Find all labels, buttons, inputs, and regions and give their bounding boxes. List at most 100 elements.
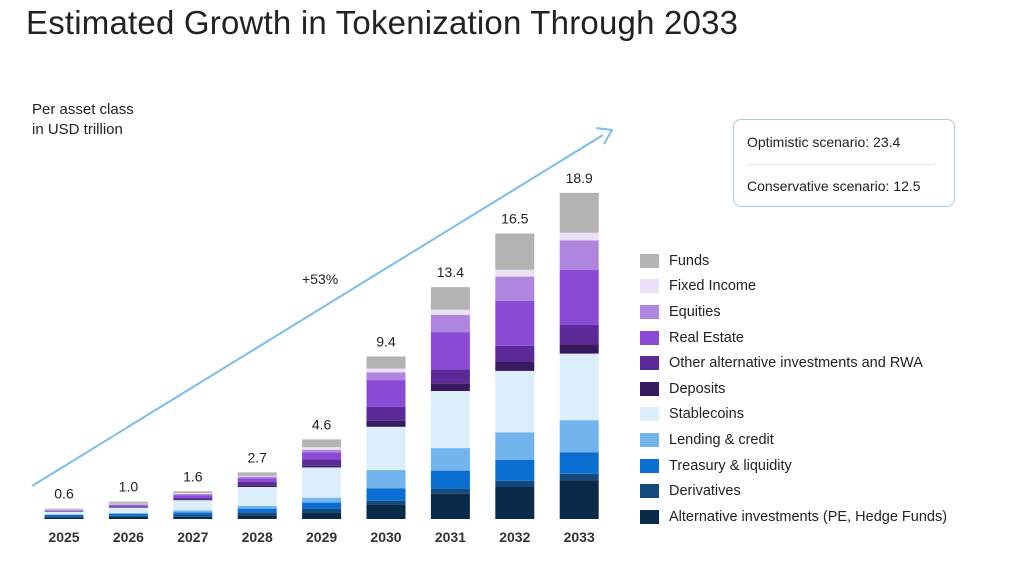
bar-segment-funds-2027 bbox=[173, 491, 213, 493]
bar-segment-equities-2026 bbox=[108, 504, 148, 506]
legend-item-real-estate: Real Estate bbox=[640, 325, 1020, 351]
bar-segment-other-alternative-investments-and-rwa-2025 bbox=[44, 510, 84, 512]
legend-swatch-deposits bbox=[640, 381, 659, 396]
bars-group bbox=[44, 192, 599, 519]
bar-segment-lending-credit-2030 bbox=[366, 470, 406, 489]
unit-label: Per asset class in USD trillion bbox=[32, 100, 134, 140]
bar-segment-real-estate-2032 bbox=[495, 300, 535, 346]
legend-label-real-estate: Real Estate bbox=[669, 329, 744, 346]
bar-segment-funds-2030 bbox=[366, 356, 406, 369]
total-label-2027: 1.6 bbox=[183, 468, 203, 484]
legend-swatch-equities bbox=[640, 304, 659, 319]
bar-segment-funds-2031 bbox=[430, 287, 470, 310]
total-label-2029: 4.6 bbox=[312, 416, 332, 432]
bar-segment-stablecoins-2027 bbox=[173, 500, 213, 511]
bar-segment-real-estate-2025 bbox=[44, 510, 84, 511]
bar-segment-deposits-2031 bbox=[430, 383, 470, 391]
total-labels-group: 0.6 1.0 1.6 2.7 4.6 9.4 13.4 16.5 18.9 bbox=[54, 170, 593, 502]
bar-segment-other-alternative-investments-and-rwa-2033 bbox=[559, 325, 599, 344]
bar-segment-real-estate-2029 bbox=[302, 452, 342, 460]
bar-segment-derivatives-2033 bbox=[559, 473, 599, 480]
bar-segment-real-estate-2027 bbox=[173, 495, 213, 498]
bar-segment-derivatives-2031 bbox=[430, 488, 470, 494]
legend-swatch-derivatives bbox=[640, 484, 659, 499]
bar-segment-lending-credit-2025 bbox=[44, 514, 84, 515]
bar-segment-stablecoins-2028 bbox=[237, 487, 277, 506]
growth-label: +53% bbox=[302, 271, 338, 287]
bar-segment-derivatives-2026 bbox=[108, 515, 148, 517]
bar-segment-equities-2027 bbox=[173, 493, 213, 496]
bar-segment-deposits-2028 bbox=[237, 485, 277, 487]
bar-segment-deposits-2029 bbox=[302, 465, 342, 468]
bar-segment-treasury-liquidity-2030 bbox=[366, 488, 406, 501]
bar-segment-real-estate-2030 bbox=[366, 380, 406, 407]
bar-segment-stablecoins-2033 bbox=[559, 353, 599, 421]
bar-segment-lending-credit-2028 bbox=[237, 506, 277, 509]
bar-segment-treasury-liquidity-2033 bbox=[559, 452, 599, 474]
bar-segment-alternative-investments-pe-hedge-funds-2029 bbox=[302, 512, 342, 519]
bar-segment-deposits-2027 bbox=[173, 499, 213, 501]
x-tick-label-2033: 2033 bbox=[564, 529, 595, 545]
x-tick-label-2025: 2025 bbox=[48, 529, 79, 545]
bar-segment-fixed-income-2031 bbox=[430, 309, 470, 315]
bar-segment-other-alternative-investments-and-rwa-2032 bbox=[495, 345, 535, 362]
bar-segment-equities-2028 bbox=[237, 476, 277, 479]
bar-segment-treasury-liquidity-2031 bbox=[430, 470, 470, 489]
total-label-2032: 16.5 bbox=[501, 211, 528, 227]
bar-segment-other-alternative-investments-and-rwa-2031 bbox=[430, 369, 470, 384]
x-tick-label-2027: 2027 bbox=[177, 529, 208, 545]
bar-segment-deposits-2032 bbox=[495, 361, 535, 371]
legend-label-alternative-investments-pe-hedge-funds: Alternative investments (PE, Hedge Funds… bbox=[669, 508, 948, 525]
legend-swatch-other-alternative-investments-and-rwa bbox=[640, 356, 659, 371]
bar-segment-lending-credit-2032 bbox=[495, 432, 535, 460]
legend-swatch-treasury-liquidity bbox=[640, 458, 659, 473]
bar-segment-stablecoins-2026 bbox=[108, 507, 148, 513]
bar-segment-treasury-liquidity-2026 bbox=[108, 514, 148, 516]
bar-segment-fixed-income-2033 bbox=[559, 232, 599, 241]
legend-swatch-funds bbox=[640, 253, 659, 268]
bar-segment-other-alternative-investments-and-rwa-2029 bbox=[302, 459, 342, 466]
bar-segment-fixed-income-2029 bbox=[302, 447, 342, 450]
bar-segment-treasury-liquidity-2027 bbox=[173, 512, 213, 516]
legend-label-stablecoins: Stablecoins bbox=[669, 406, 744, 423]
legend-label-lending-credit: Lending & credit bbox=[669, 431, 774, 448]
bar-segment-funds-2033 bbox=[559, 192, 599, 233]
bar-segment-alternative-investments-pe-hedge-funds-2030 bbox=[366, 504, 406, 519]
bar-segment-other-alternative-investments-and-rwa-2028 bbox=[237, 481, 277, 486]
legend-label-treasury-liquidity: Treasury & liquidity bbox=[669, 457, 792, 474]
bar-segment-alternative-investments-pe-hedge-funds-2031 bbox=[430, 493, 470, 519]
legend-item-equities: Equities bbox=[640, 299, 1020, 325]
bar-segment-fixed-income-2026 bbox=[108, 503, 148, 505]
bar-segment-derivatives-2032 bbox=[495, 480, 535, 487]
bar-segment-real-estate-2028 bbox=[237, 478, 277, 482]
total-label-2031: 13.4 bbox=[437, 264, 464, 280]
bar-segment-equities-2031 bbox=[430, 314, 470, 333]
total-label-2030: 9.4 bbox=[376, 333, 396, 349]
x-tick-label-2026: 2026 bbox=[113, 529, 144, 545]
x-tick-label-2028: 2028 bbox=[242, 529, 273, 545]
bar-segment-real-estate-2026 bbox=[108, 505, 148, 507]
bar-segment-derivatives-2027 bbox=[173, 515, 213, 517]
x-tick-labels-group: 2025 2026 2027 2028 2029 2030 2031 2032 2033 bbox=[48, 529, 595, 545]
x-tick-label-2032: 2032 bbox=[499, 529, 530, 545]
bar-segment-equities-2033 bbox=[559, 240, 599, 270]
legend-swatch-fixed-income bbox=[640, 279, 659, 294]
bar-segment-stablecoins-2025 bbox=[44, 511, 84, 515]
total-label-2025: 0.6 bbox=[54, 486, 74, 502]
conservative-scenario: Conservative scenario: 12.5 bbox=[747, 178, 921, 194]
bar-segment-alternative-investments-pe-hedge-funds-2032 bbox=[495, 487, 535, 519]
bar-segment-fixed-income-2027 bbox=[173, 493, 213, 494]
bar-segment-derivatives-2030 bbox=[366, 500, 406, 505]
bar-segment-equities-2030 bbox=[366, 372, 406, 381]
legend-item-other-alternative-investments-and-rwa: Other alternative investments and RWA bbox=[640, 350, 1020, 376]
legend-item-alternative-investments-pe-hedge-funds: Alternative investments (PE, Hedge Funds… bbox=[640, 504, 1020, 530]
bar-segment-deposits-2026 bbox=[108, 507, 148, 508]
total-label-2028: 2.7 bbox=[247, 449, 267, 465]
bar-segment-treasury-liquidity-2032 bbox=[495, 460, 535, 481]
legend-swatch-alternative-investments-pe-hedge-funds bbox=[640, 509, 659, 524]
bar-segment-equities-2025 bbox=[44, 509, 84, 511]
legend-swatch-real-estate bbox=[640, 330, 659, 345]
legend-label-fixed-income: Fixed Income bbox=[669, 278, 757, 295]
bar-segment-deposits-2033 bbox=[559, 344, 599, 354]
legend-label-deposits: Deposits bbox=[669, 380, 726, 397]
